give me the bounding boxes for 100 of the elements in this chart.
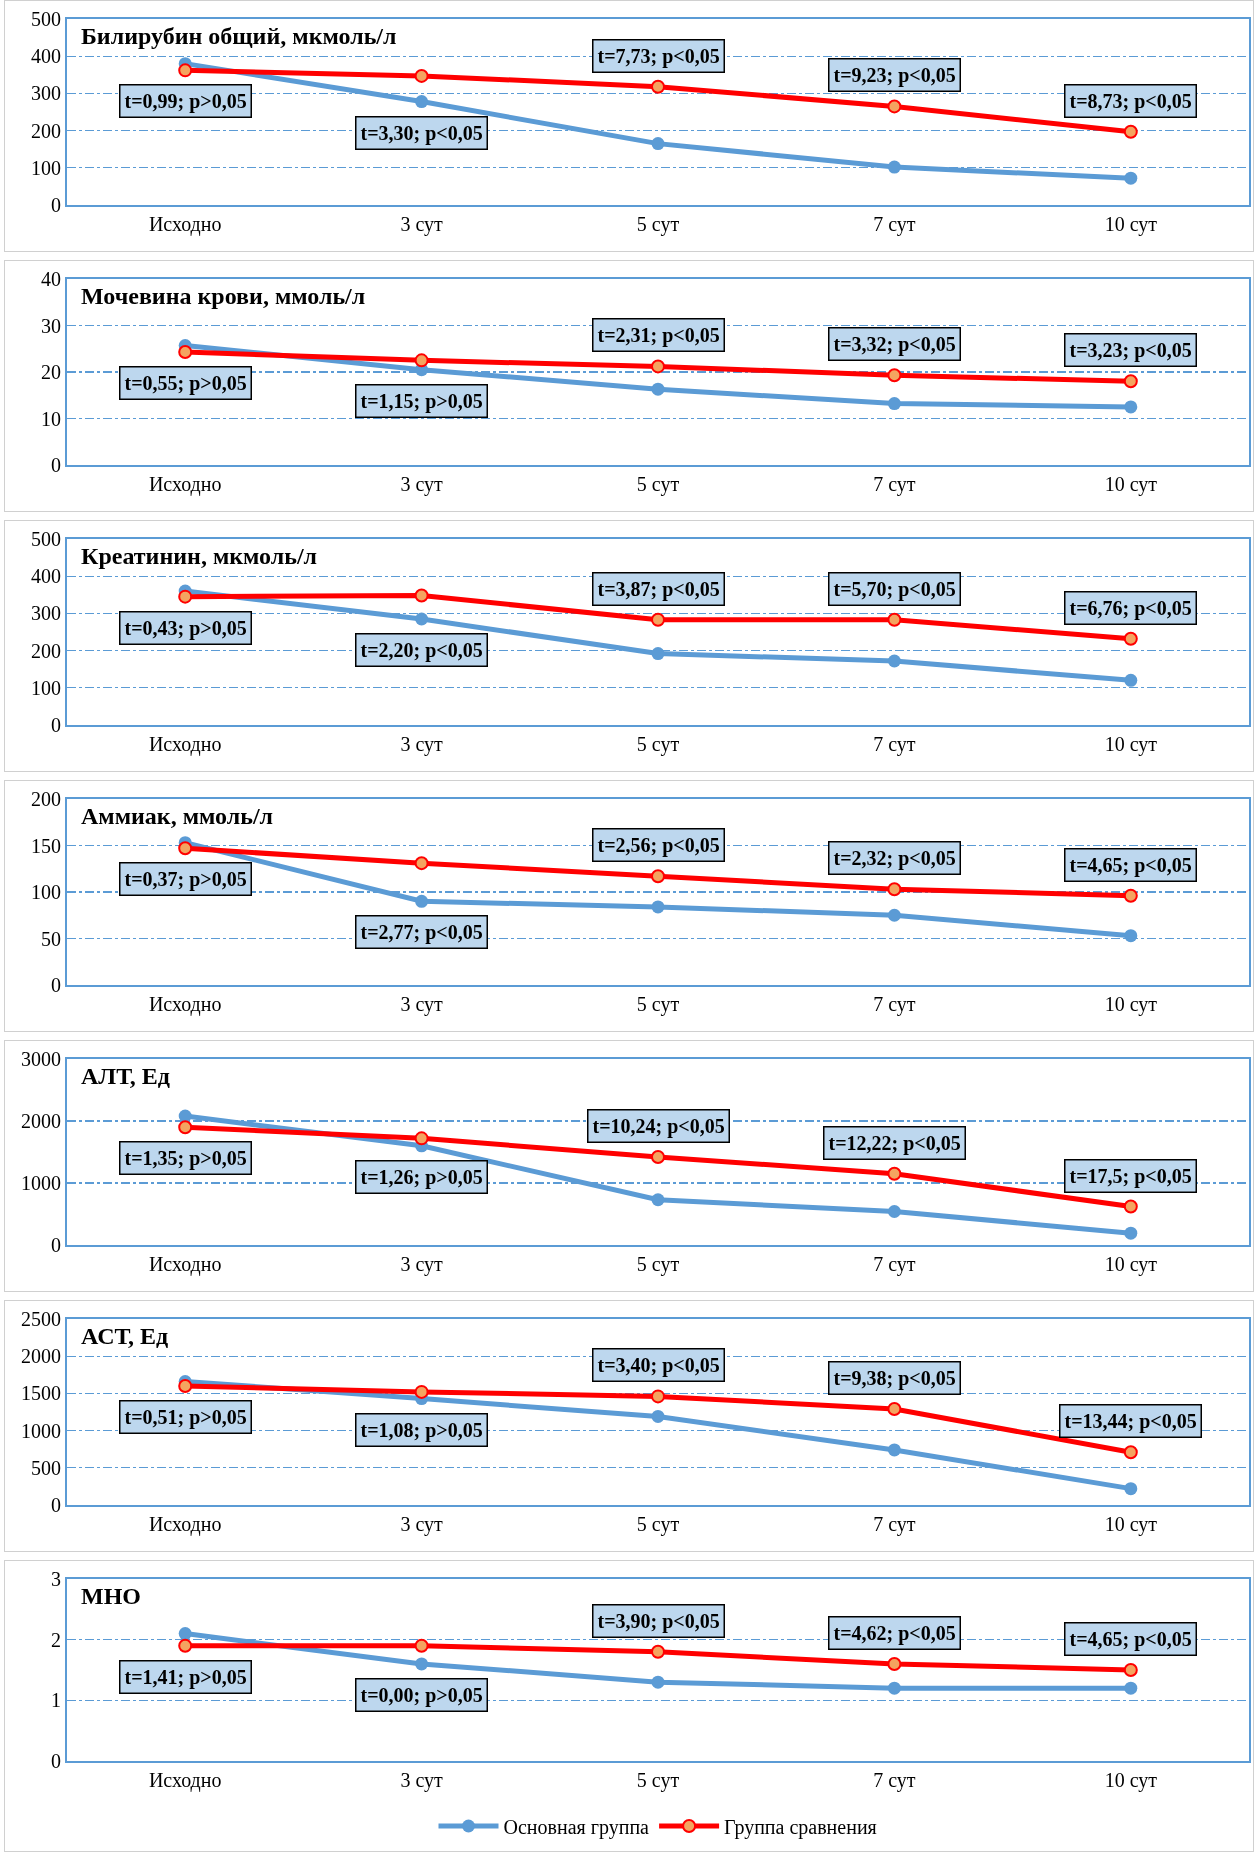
y-tick-label: 30 bbox=[41, 314, 61, 337]
chart-title: АЛТ, Ед bbox=[81, 1063, 170, 1089]
annotation: t=3,30; p<0,05 bbox=[360, 121, 483, 145]
x-tick-label: Исходно bbox=[148, 733, 222, 756]
annotation: t=3,40; p<0,05 bbox=[597, 1353, 720, 1377]
point bbox=[415, 95, 429, 109]
annotation: t=3,90; p<0,05 bbox=[597, 1609, 720, 1633]
x-tick-label: 7 сут bbox=[873, 1513, 916, 1536]
point bbox=[651, 1389, 665, 1404]
x-tick-label: 7 сут bbox=[873, 1769, 916, 1792]
point bbox=[1124, 1681, 1138, 1695]
y-tick-label: 2500 bbox=[21, 1308, 61, 1330]
x-tick-label: 10 сут bbox=[1104, 733, 1158, 756]
point bbox=[887, 1166, 902, 1181]
y-tick-label: 150 bbox=[31, 834, 61, 857]
x-tick-label: 7 сут bbox=[873, 1253, 916, 1276]
point bbox=[414, 588, 429, 603]
y-tick-label: 500 bbox=[31, 8, 61, 30]
x-tick-label: 7 сут bbox=[873, 733, 916, 756]
annotation: t=0,51; p>0,05 bbox=[124, 1405, 247, 1429]
point bbox=[414, 1131, 429, 1146]
point bbox=[1124, 171, 1138, 185]
annotation: t=0,00; p>0,05 bbox=[360, 1683, 483, 1707]
x-tick-label: 5 сут bbox=[636, 1769, 680, 1792]
annotation: t=3,23; p<0,05 bbox=[1069, 338, 1192, 362]
y-tick-label: 2000 bbox=[21, 1345, 61, 1368]
y-tick-label: 2000 bbox=[21, 1110, 61, 1132]
chart-title: АСТ, Ед bbox=[81, 1323, 169, 1349]
point bbox=[651, 359, 665, 374]
y-tick-label: 3 bbox=[51, 1568, 61, 1590]
y-tick-label: 0 bbox=[51, 194, 61, 216]
point bbox=[414, 1384, 429, 1399]
y-tick-label: 40 bbox=[41, 268, 61, 290]
x-tick-label: 10 сут bbox=[1104, 473, 1158, 496]
point bbox=[887, 882, 902, 897]
point bbox=[887, 612, 902, 627]
point bbox=[887, 160, 901, 174]
x-tick-label: 3 сут bbox=[400, 1253, 444, 1276]
x-tick-label: 3 сут bbox=[400, 1513, 444, 1536]
x-tick-label: 7 сут bbox=[873, 993, 916, 1016]
y-tick-label: 400 bbox=[31, 565, 61, 588]
annotation: t=4,65; p<0,05 bbox=[1069, 853, 1192, 877]
annotation: t=1,26; p>0,05 bbox=[360, 1165, 483, 1189]
point bbox=[178, 589, 193, 604]
chart-title: Билирубин общий, мкмоль/л bbox=[81, 23, 397, 49]
point bbox=[1123, 631, 1138, 646]
x-tick-label: 5 сут bbox=[636, 993, 680, 1016]
x-tick-label: 10 сут bbox=[1104, 993, 1158, 1016]
y-tick-label: 10 bbox=[41, 407, 61, 430]
y-tick-label: 100 bbox=[31, 156, 61, 179]
point bbox=[1124, 1226, 1138, 1240]
y-tick-label: 300 bbox=[31, 82, 61, 105]
y-tick-label: 200 bbox=[31, 119, 61, 142]
point bbox=[887, 908, 901, 922]
y-tick-label: 0 bbox=[51, 714, 61, 736]
annotation: t=13,44; p<0,05 bbox=[1064, 1409, 1197, 1433]
chart-title: МНО bbox=[81, 1583, 141, 1609]
annotation: t=0,43; p>0,05 bbox=[124, 616, 247, 640]
point bbox=[1123, 1199, 1138, 1214]
y-tick-label: 200 bbox=[31, 788, 61, 810]
point bbox=[415, 612, 429, 626]
x-tick-label: 10 сут bbox=[1104, 1769, 1158, 1792]
annotation: t=7,73; p<0,05 bbox=[597, 44, 720, 68]
annotation: t=3,87; p<0,05 bbox=[597, 577, 720, 601]
x-tick-label: 5 сут bbox=[636, 473, 680, 496]
y-tick-label: 200 bbox=[31, 639, 61, 662]
point bbox=[178, 1378, 193, 1393]
annotation: t=1,08; p>0,05 bbox=[360, 1418, 483, 1442]
point bbox=[414, 1638, 429, 1653]
point bbox=[1123, 1663, 1138, 1677]
y-tick-label: 1500 bbox=[21, 1382, 61, 1405]
y-tick-label: 3000 bbox=[21, 1048, 61, 1070]
legend-label: Основная группа bbox=[503, 1815, 650, 1839]
x-tick-label: Исходно bbox=[148, 993, 222, 1016]
annotation: t=5,70; p<0,05 bbox=[833, 577, 956, 601]
x-tick-label: 5 сут bbox=[636, 1253, 680, 1276]
point bbox=[651, 1644, 665, 1659]
point bbox=[178, 841, 193, 856]
point bbox=[178, 1120, 193, 1135]
point bbox=[651, 869, 665, 884]
point bbox=[1124, 673, 1138, 687]
annotation: t=1,41; p>0,05 bbox=[124, 1665, 247, 1689]
annotation: t=17,5; p<0,05 bbox=[1069, 1164, 1192, 1188]
annotation: t=10,24; p<0,05 bbox=[592, 1114, 725, 1138]
annotation: t=12,22; p<0,05 bbox=[828, 1131, 961, 1155]
point bbox=[887, 1205, 901, 1219]
point bbox=[178, 1627, 192, 1641]
point bbox=[651, 900, 665, 914]
annotation: t=0,37; p>0,05 bbox=[124, 867, 247, 891]
annotation: t=0,55; p>0,05 bbox=[124, 371, 247, 395]
chart-title: Креатинин, мкмоль/л bbox=[81, 543, 318, 569]
y-tick-label: 0 bbox=[51, 1750, 61, 1772]
x-tick-label: 3 сут bbox=[400, 993, 444, 1016]
point bbox=[887, 397, 901, 411]
point bbox=[1124, 400, 1138, 414]
y-tick-label: 100 bbox=[31, 881, 61, 903]
point bbox=[1123, 1445, 1138, 1460]
y-tick-label: 400 bbox=[31, 45, 61, 68]
point bbox=[1124, 929, 1138, 943]
point bbox=[1123, 124, 1138, 139]
